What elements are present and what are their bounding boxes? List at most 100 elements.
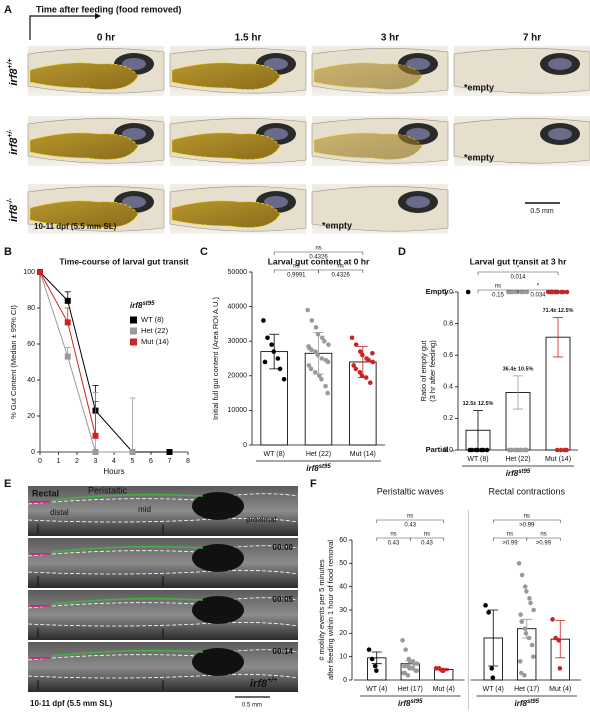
superscript: -/- <box>7 197 14 204</box>
eye-shine <box>264 128 288 140</box>
gene: irf8 <box>8 137 20 155</box>
data-point <box>353 366 359 372</box>
data-point <box>414 661 420 666</box>
data-marker <box>166 449 173 455</box>
data-point <box>523 631 529 636</box>
comparison-bracket <box>477 271 559 275</box>
data-point <box>528 600 533 606</box>
gut-content <box>171 62 281 90</box>
comparison-bracket <box>517 289 559 293</box>
y-tick-label: 0.6 <box>443 352 453 359</box>
p-value: 0.014 <box>510 275 526 281</box>
x-axis-label: irf8st95 <box>306 464 331 474</box>
y-tick-label: 40000 <box>228 303 248 310</box>
scale-label: 0.5 mm <box>242 703 262 709</box>
y-tick-label: 0 <box>243 442 247 449</box>
legend-swatch <box>130 338 137 346</box>
data-point <box>360 352 365 358</box>
gut-content <box>313 62 423 90</box>
eye-shine <box>406 58 430 70</box>
peristaltic-arrow <box>51 545 204 553</box>
swim-bladder <box>192 492 244 520</box>
y-tick-label: 50000 <box>228 269 248 276</box>
data-point <box>519 619 525 624</box>
data-point <box>349 335 355 341</box>
panel-letter: D <box>398 246 406 258</box>
y-tick-label: 10000 <box>228 407 248 414</box>
significance: ns <box>507 532 513 538</box>
data-point <box>523 447 529 453</box>
p-value: 0.4326 <box>331 273 350 279</box>
time-label: 7 hr <box>523 33 541 44</box>
gut-outline <box>27 597 299 609</box>
time-label: 3 hr <box>381 33 399 44</box>
x-tick-label: WT (4) <box>483 686 504 693</box>
data-point <box>306 344 311 349</box>
legend-title: irf8st95 <box>130 301 155 311</box>
significance: ns <box>337 264 343 270</box>
sb-label: sb <box>213 599 221 606</box>
value-label: 71.4± 12.5% <box>543 308 574 314</box>
superscript: st95 <box>518 469 531 475</box>
rectal-label: Rectal <box>32 488 59 498</box>
panel-letter: B <box>4 246 12 258</box>
x-axis-label: irf8st95 <box>515 699 540 709</box>
error-bar <box>553 317 563 358</box>
gut-content <box>29 200 139 228</box>
p-value: 0.43 <box>388 541 400 547</box>
data-point <box>475 447 480 453</box>
y-tick-label: 20 <box>339 630 347 637</box>
legend-swatch <box>130 327 137 335</box>
data-point <box>527 596 532 601</box>
y-tick-label: 80 <box>27 305 35 312</box>
y-tick-label: 0 <box>343 677 347 684</box>
significance: ns <box>540 532 546 538</box>
eye-shine <box>406 196 430 208</box>
superscript: st95 <box>142 301 155 307</box>
y-tick-label: 20000 <box>228 373 248 380</box>
significance: * <box>537 284 540 290</box>
data-point <box>556 638 562 643</box>
data-point <box>312 370 318 375</box>
y-tick-label: 20 <box>27 413 35 420</box>
gut-outline <box>27 649 299 661</box>
y-tick-label: 0.8 <box>443 320 453 327</box>
x-tick-label: 6 <box>149 458 153 465</box>
legend-label: WT (8) <box>141 315 164 324</box>
frame-time: 00:05 <box>273 595 294 604</box>
peristaltic-label: Peristaltic <box>88 485 128 495</box>
series-line <box>39 271 170 453</box>
gut-content <box>313 132 423 160</box>
data-point <box>313 349 318 354</box>
chart-title: Larval gut content at 0 hr <box>268 256 370 266</box>
error-bar <box>371 651 382 665</box>
data-point <box>507 289 513 295</box>
data-point <box>315 331 321 337</box>
data-point <box>519 572 525 578</box>
data-point <box>516 561 522 566</box>
genotype-label: irf8-/- <box>7 197 20 221</box>
y-axis-label: Ratio of empty gut <box>419 340 428 402</box>
comparison-bracket <box>273 251 364 255</box>
data-point <box>309 318 315 323</box>
gut-outline <box>27 545 299 557</box>
data-point <box>524 589 529 594</box>
gut-content <box>171 132 281 160</box>
x-tick-label: 8 <box>186 458 190 465</box>
data-point <box>550 617 555 622</box>
error-bar <box>488 609 499 667</box>
y-tick-label: 0 <box>31 449 35 456</box>
comparison-bracket <box>409 537 445 541</box>
y-tick-label: 0.4 <box>443 384 453 391</box>
group-title: Peristaltic waves <box>377 486 445 496</box>
y-tick-label: 40 <box>339 584 347 591</box>
x-tick-label: Het (17) <box>514 686 539 693</box>
gene: irf8 <box>8 204 20 222</box>
sb-label: sb <box>213 495 221 502</box>
data-point <box>357 370 363 375</box>
series-line <box>39 271 133 453</box>
error-bar <box>513 375 523 410</box>
comparison-bracket <box>376 519 445 523</box>
legend-swatch <box>130 316 137 324</box>
data-point <box>517 659 523 664</box>
